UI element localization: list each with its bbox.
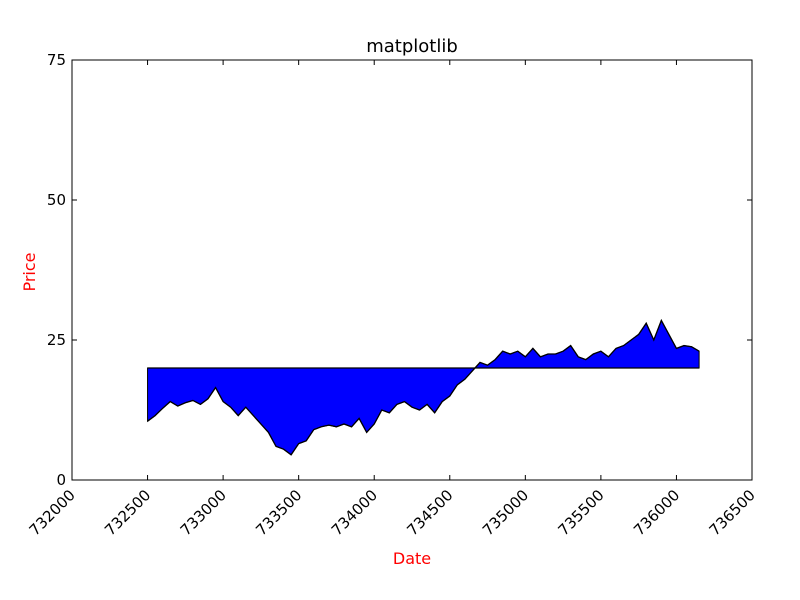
y-tick-label: 0: [56, 471, 66, 489]
plot-layer: [147, 318, 700, 456]
y-tick-label: 50: [47, 191, 66, 209]
y-axis-label: Price: [20, 252, 39, 291]
y-tick-label: 25: [47, 331, 66, 349]
y-tick-label: 75: [47, 51, 66, 69]
x-axis-label: Date: [393, 549, 431, 568]
plot-frame: [71, 59, 753, 481]
series-line: [147, 318, 700, 456]
chart-title: matplotlib: [366, 36, 458, 57]
